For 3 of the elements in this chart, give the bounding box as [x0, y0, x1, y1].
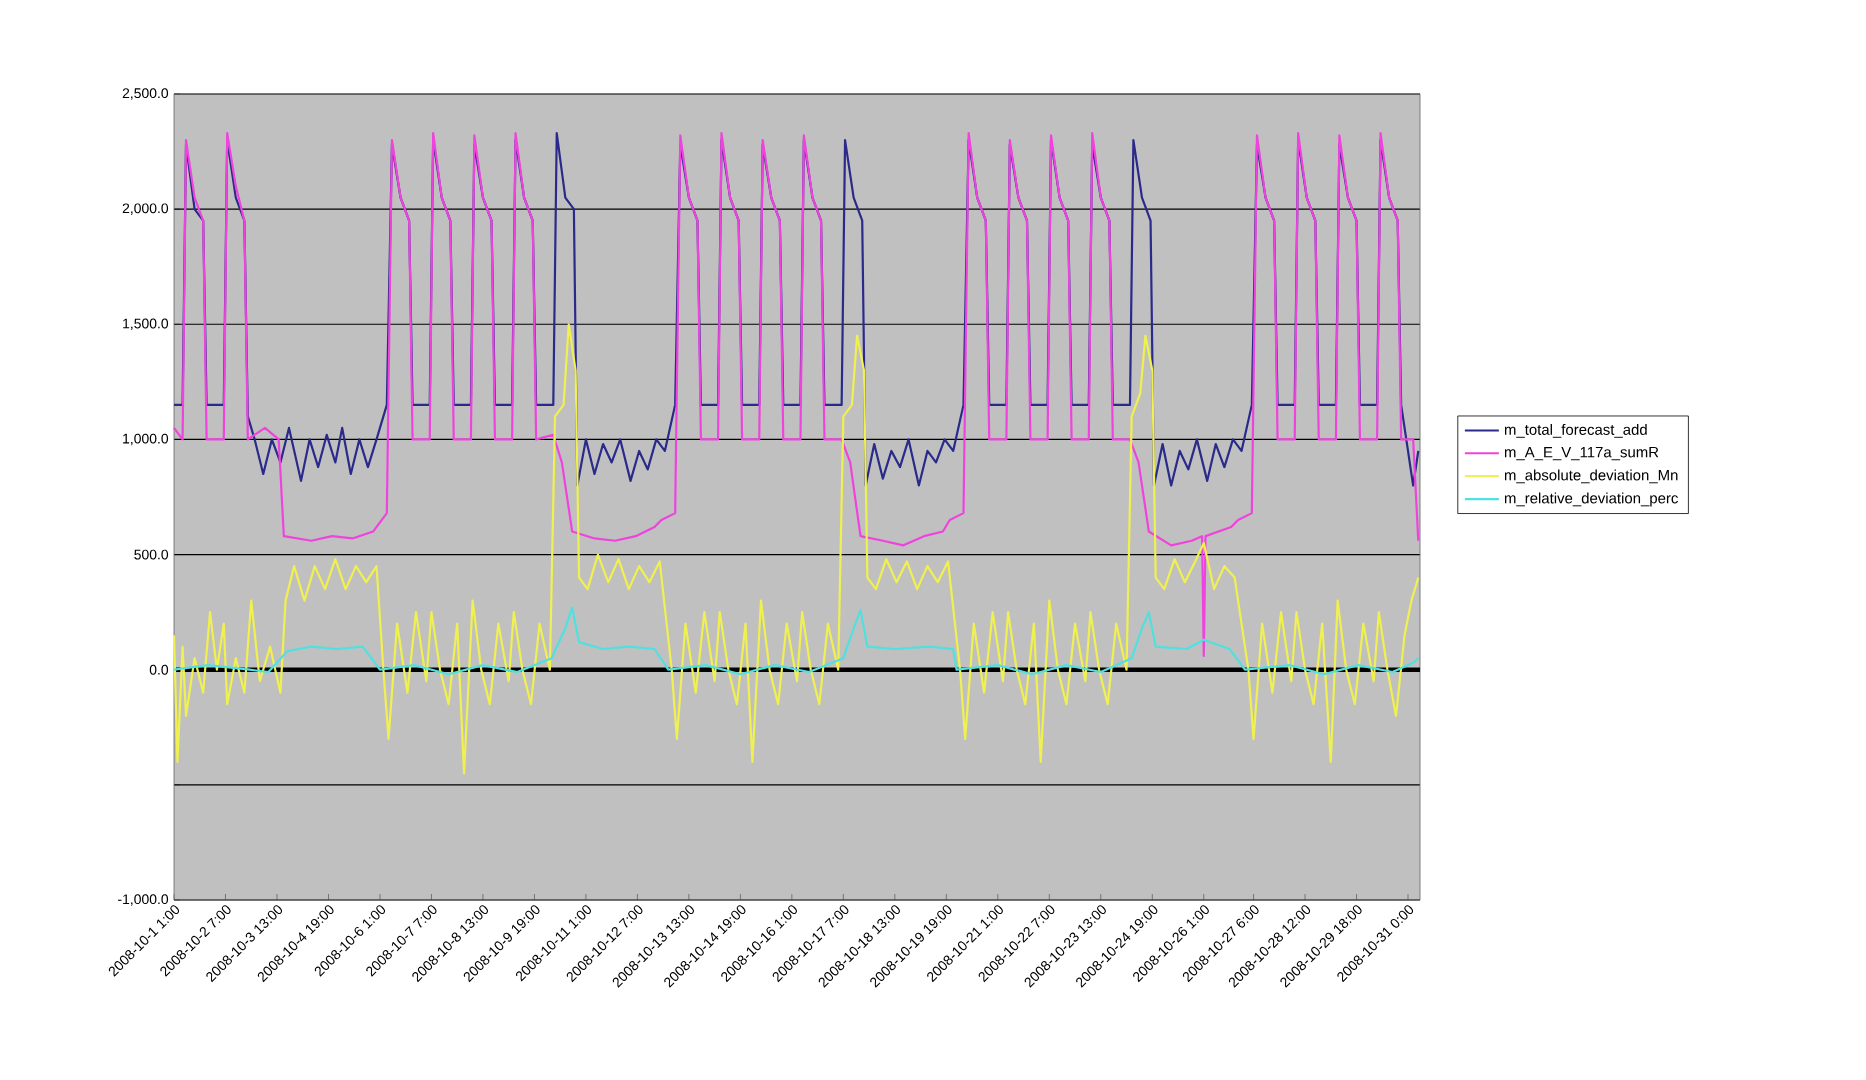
line-series — [172, 606, 1420, 676]
line-series — [172, 323, 1420, 775]
line-series — [172, 132, 1420, 657]
